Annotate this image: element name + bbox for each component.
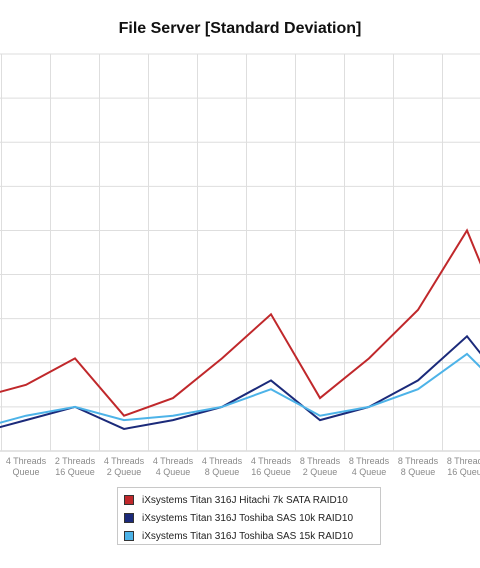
x-tick-label: 16 Queue: [251, 467, 291, 477]
legend-item-toshiba-10k[interactable]: iXsystems Titan 316J Toshiba SAS 10k RAI…: [124, 509, 353, 527]
x-tick-label: 2 Queue: [303, 467, 338, 477]
grid-lines: [0, 53, 480, 452]
legend: iXsystems Titan 316J Hitachi 7k SATA RAI…: [117, 487, 381, 545]
legend-label-hitachi-7k: iXsystems Titan 316J Hitachi 7k SATA RAI…: [142, 494, 348, 506]
x-tick-label: 4 Threads: [202, 456, 243, 466]
legend-swatch-toshiba-15k: [124, 531, 134, 541]
x-tick-label: 8 Queue: [205, 467, 240, 477]
x-tick-label: 16 Queue: [447, 467, 480, 477]
legend-swatch-toshiba-10k: [124, 513, 134, 523]
series-line-2: [0, 352, 480, 424]
x-tick-label: 4 Queue: [352, 467, 387, 477]
x-tick-label: 4 Queue: [156, 467, 191, 477]
legend-item-hitachi-7k[interactable]: iXsystems Titan 316J Hitachi 7k SATA RAI…: [124, 491, 348, 509]
x-tick-label: 2 Threads: [55, 456, 96, 466]
x-tick-label: 16 Queue: [55, 467, 95, 477]
x-tick-label: 4 Threads: [251, 456, 292, 466]
chart-title: File Server [Standard Deviation]: [118, 20, 362, 37]
series-lines: [0, 228, 480, 430]
x-tick-label: 8 Queue: [401, 467, 436, 477]
x-tick-label: 4 Threads: [6, 456, 47, 466]
x-tick-label: 8 Threads: [398, 456, 439, 466]
series-line-1: [0, 334, 480, 430]
x-tick-label: 2 Queue: [107, 467, 142, 477]
x-tick-label: Queue: [12, 467, 39, 477]
legend-swatch-hitachi-7k: [124, 495, 134, 505]
legend-label-toshiba-15k: iXsystems Titan 316J Toshiba SAS 15k RAI…: [142, 530, 354, 542]
legend-item-toshiba-15k[interactable]: iXsystems Titan 316J Toshiba SAS 15k RAI…: [124, 527, 353, 545]
legend-label-toshiba-10k: iXsystems Titan 316J Toshiba SAS 10k RAI…: [142, 512, 354, 524]
x-tick-label: 8 Threads: [349, 456, 390, 466]
x-tick-label: 4 Threads: [153, 456, 194, 466]
series-line-0: [0, 228, 480, 417]
x-tick-label: 4 Threads: [104, 456, 145, 466]
x-tick-label: 8 Threads: [447, 456, 480, 466]
x-tick-label: 8 Threads: [300, 456, 341, 466]
